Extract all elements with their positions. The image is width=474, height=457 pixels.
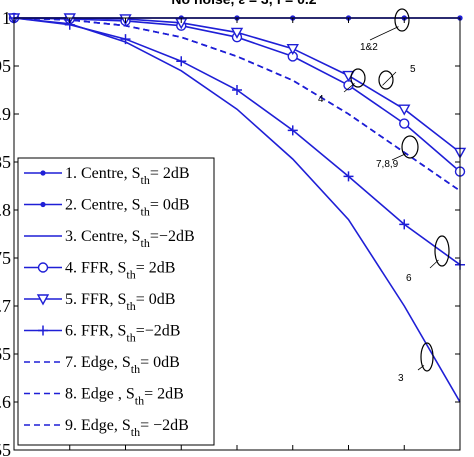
series-2-point <box>40 201 46 208</box>
legend-box <box>17 157 215 446</box>
y-tick-label: .75 <box>0 248 11 268</box>
y-tick-label: .95 <box>0 56 11 76</box>
annotation-label: 7,8,9 <box>376 159 399 170</box>
annotation-ellipse <box>420 342 434 372</box>
y-tick-label: .6 <box>0 392 11 412</box>
annotation-label: 1&2 <box>360 42 378 53</box>
series-6-point <box>120 34 131 45</box>
series-1-point <box>40 170 46 176</box>
series-4-point <box>399 118 410 129</box>
legend-label-3: 3. Centre, Sth=−2dB <box>65 228 195 250</box>
annotation-ellipse <box>350 68 366 88</box>
chart-title: No noise, ε = 3, f = 0.2 <box>171 0 316 7</box>
annotation-leader <box>343 83 355 93</box>
annotation-ellipse <box>394 8 410 32</box>
legend-label-1: 1. Centre, Sth= 2dB <box>65 165 190 187</box>
legend-label-6: 6. FFR, Sth=−2dB <box>65 323 180 345</box>
y-tick-label: .55 <box>0 440 11 457</box>
legend-label-9: 9. Edge, Sth= −2dB <box>65 417 189 439</box>
annotation-leader <box>382 71 397 86</box>
annotation-leader <box>429 259 439 269</box>
annotation-label: 4 <box>318 94 324 105</box>
series-5-point <box>36 294 50 306</box>
series-6-point <box>343 171 354 182</box>
annotation-leader <box>391 153 407 161</box>
annotation-leader <box>417 365 425 371</box>
annotation-label: 5 <box>410 64 416 75</box>
y-tick-label: .85 <box>0 152 11 172</box>
y-tick-label: .65 <box>0 344 11 364</box>
series-5-point <box>398 104 411 116</box>
legend-label-5: 5. FFR, Sth= 0dB <box>65 291 175 313</box>
series-9-line <box>13 17 461 192</box>
legend-label-4: 4. FFR, Sth= 2dB <box>65 260 175 282</box>
annotation-leader <box>369 26 399 41</box>
annotation-label: 3 <box>398 373 404 384</box>
series-5-point <box>230 27 244 39</box>
series-4-point <box>37 262 49 273</box>
y-tick-label: 1 <box>2 8 11 28</box>
series-6-point <box>176 56 187 67</box>
annotation-ellipse <box>434 235 450 267</box>
y-tick-label: .8 <box>0 200 11 220</box>
series-5-point <box>286 44 299 56</box>
legend-label-2: 2. Centre, Sth= 0dB <box>65 197 190 219</box>
series-6-point <box>232 85 242 95</box>
series-6-point <box>287 125 298 136</box>
annotation-ellipse <box>401 135 419 159</box>
legend-label-7: 7. Edge, Sth= 0dB <box>65 354 180 376</box>
series-6-point <box>399 219 410 230</box>
annotation-label: 6 <box>406 273 412 284</box>
legend-label-8: 8. Edge , Sth= 2dB <box>65 386 184 408</box>
y-tick-label: .7 <box>0 296 11 316</box>
annotation-ellipse <box>378 70 394 90</box>
y-tick-label: .9 <box>0 104 11 124</box>
series-6-point <box>38 325 48 336</box>
